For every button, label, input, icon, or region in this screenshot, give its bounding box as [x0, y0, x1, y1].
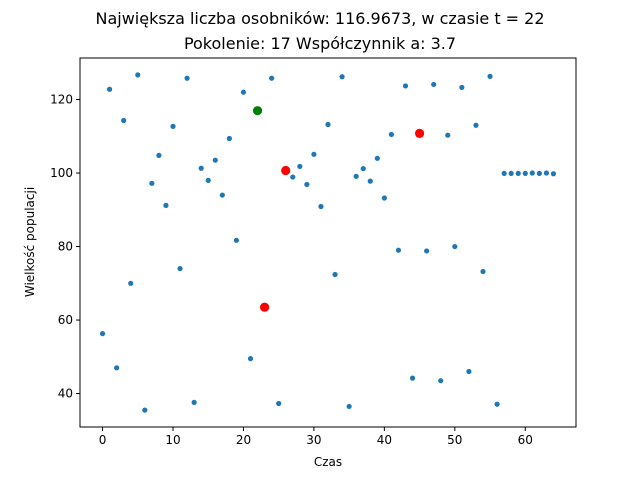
plot-frame [79, 57, 577, 428]
data-point [269, 75, 275, 81]
data-point [522, 170, 528, 177]
y-axis-ticks: 40 60 80 100 120 [50, 93, 80, 401]
y-tick-label: 100 [50, 166, 73, 180]
data-point [297, 163, 303, 170]
data-point [191, 399, 197, 405]
x-tick-label: 50 [447, 433, 462, 447]
data-point [402, 83, 409, 89]
data-point [459, 84, 465, 91]
data-point [177, 265, 183, 272]
data-point [325, 121, 331, 128]
data-point [233, 237, 240, 243]
x-tick-label: 30 [306, 433, 321, 447]
data-point [409, 375, 416, 381]
data-point [311, 151, 317, 157]
data-point [536, 170, 542, 177]
data-point [494, 401, 500, 407]
data-point [515, 170, 521, 177]
x-tick-label: 0 [99, 433, 107, 447]
data-point [128, 280, 134, 286]
plot-area [80, 58, 576, 427]
data-point [106, 86, 113, 92]
highlight-point [414, 128, 425, 138]
data-point [452, 243, 458, 250]
x-tick-label: 10 [165, 433, 180, 447]
data-point [149, 180, 155, 186]
data-point [543, 170, 550, 176]
y-tick-label: 60 [58, 313, 73, 327]
data-point [184, 75, 190, 81]
data-point [339, 74, 345, 80]
data-point [276, 400, 282, 407]
data-point [135, 72, 141, 78]
x-tick-label: 40 [377, 433, 392, 447]
chart-title: Największa liczba osobników: 116.9673, w… [95, 9, 544, 28]
data-point [332, 271, 338, 278]
data-point [360, 166, 366, 172]
data-point [395, 247, 402, 253]
x-axis-ticks: 0 10 20 30 40 50 60 [99, 427, 533, 447]
data-point [114, 365, 120, 371]
data-point [318, 203, 324, 210]
data-point [529, 170, 535, 176]
y-tick-label: 40 [58, 387, 73, 401]
data-point [290, 174, 296, 180]
data-point [219, 192, 225, 198]
data-point [226, 135, 232, 142]
data-point [381, 195, 387, 201]
data-points [99, 72, 557, 413]
x-axis-label: Czas [314, 455, 342, 469]
data-point [501, 170, 507, 177]
x-tick-label: 60 [518, 433, 533, 447]
highlight-point [281, 165, 291, 176]
best-point [252, 106, 263, 116]
chart-subtitle: Pokolenie: 17 Współczynnik a: 3.7 [184, 34, 456, 53]
data-point [431, 81, 437, 88]
y-axis-label: Wielkość populacji [23, 187, 37, 297]
data-point [480, 268, 486, 275]
data-point [121, 117, 127, 124]
data-point [487, 73, 493, 79]
data-point [304, 181, 310, 188]
data-point [550, 171, 557, 177]
data-point [212, 157, 218, 163]
highlight-point [259, 302, 270, 312]
data-point [198, 165, 204, 171]
x-tick-label: 20 [236, 433, 251, 447]
y-tick-label: 80 [58, 240, 73, 254]
data-point [142, 407, 148, 413]
data-point [346, 403, 352, 410]
data-point [247, 356, 254, 362]
data-point [367, 178, 373, 184]
data-point [445, 132, 451, 138]
data-point [163, 202, 169, 208]
data-point [156, 152, 162, 158]
data-point [353, 173, 359, 179]
data-point [205, 177, 211, 183]
data-point [466, 368, 472, 375]
data-point [170, 123, 176, 129]
data-point [374, 155, 380, 161]
data-point [388, 131, 395, 138]
data-point [473, 122, 479, 128]
data-point [424, 248, 430, 254]
data-point [240, 89, 247, 95]
data-point [99, 331, 106, 337]
y-tick-label: 120 [50, 93, 73, 107]
data-point [438, 378, 444, 384]
data-point [508, 170, 514, 177]
